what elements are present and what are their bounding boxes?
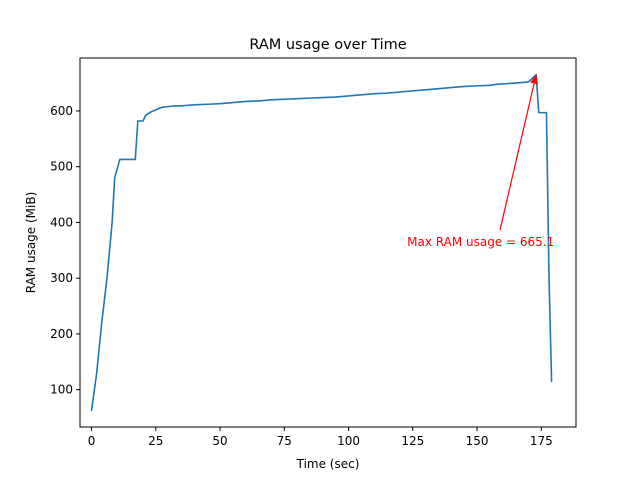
y-tick-label: 300 bbox=[50, 271, 73, 285]
x-axis: 0 25 50 75 100 125 150 175 bbox=[88, 427, 553, 448]
x-tick-label: 100 bbox=[337, 434, 360, 448]
chart-title: RAM usage over Time bbox=[249, 37, 406, 53]
max-annotation: Max RAM usage = 665.1 bbox=[407, 74, 554, 249]
y-axis-title: RAM usage (MiB) bbox=[24, 192, 38, 294]
y-tick-label: 200 bbox=[50, 327, 73, 341]
x-tick-label: 150 bbox=[466, 434, 489, 448]
ram-usage-line bbox=[90, 73, 553, 412]
annotation-arrow-head bbox=[530, 74, 539, 85]
y-tick-label: 100 bbox=[50, 383, 73, 397]
y-tick-label: 600 bbox=[50, 104, 73, 118]
x-tick-label: 125 bbox=[401, 434, 424, 448]
annotation-text: Max RAM usage = 665.1 bbox=[407, 235, 554, 249]
x-tick-label: 175 bbox=[530, 434, 553, 448]
x-axis-title: Time (sec) bbox=[296, 457, 360, 471]
annotation-arrow-shaft bbox=[499, 74, 537, 231]
x-tick-label: 25 bbox=[148, 434, 163, 448]
x-tick-label: 0 bbox=[88, 434, 96, 448]
plot-area bbox=[90, 73, 553, 412]
y-tick-label: 500 bbox=[50, 160, 73, 174]
y-axis: 100 200 300 400 500 600 bbox=[50, 104, 80, 397]
x-tick-label: 75 bbox=[277, 434, 292, 448]
x-tick-label: 50 bbox=[212, 434, 227, 448]
axes-frame bbox=[79, 57, 577, 428]
y-tick-label: 400 bbox=[50, 215, 73, 229]
